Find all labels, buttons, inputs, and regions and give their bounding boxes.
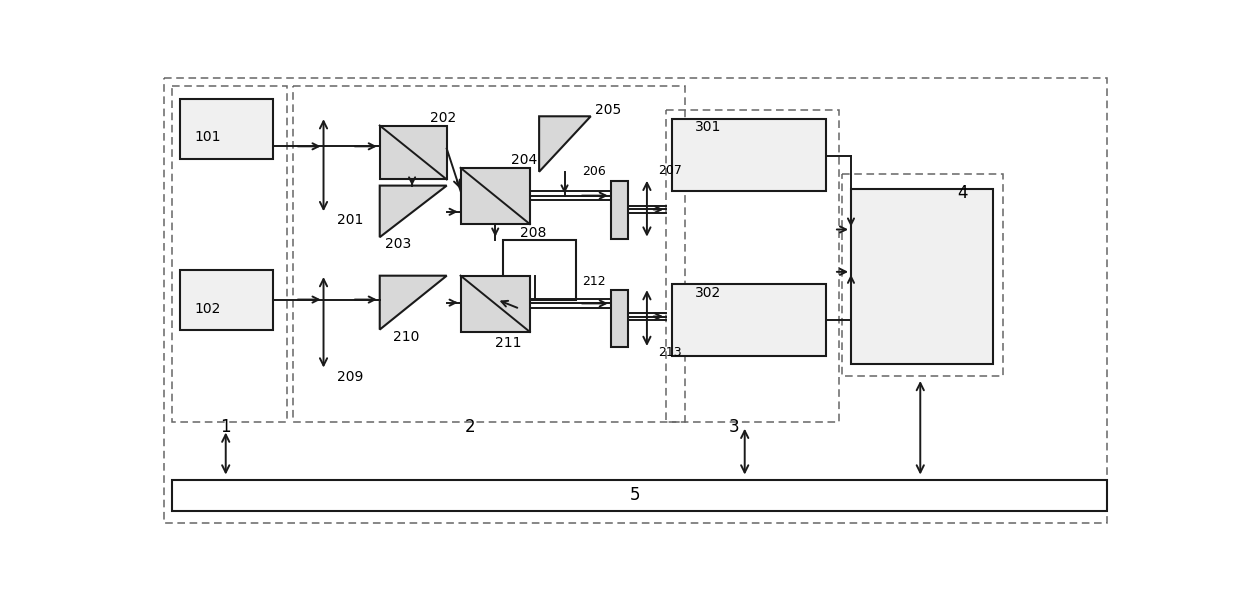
Text: 102: 102 [195, 302, 221, 316]
Polygon shape [379, 186, 447, 237]
Text: 211: 211 [496, 337, 522, 350]
Text: 202: 202 [430, 111, 456, 125]
Text: 1: 1 [221, 418, 230, 436]
Bar [172, 480, 1106, 510]
Text: 208: 208 [520, 226, 546, 241]
Bar [667, 110, 840, 422]
Bar [180, 270, 274, 330]
Text: 207: 207 [658, 164, 683, 177]
Polygon shape [539, 116, 591, 172]
Text: 4: 4 [958, 184, 968, 202]
Bar [180, 99, 274, 159]
Bar [503, 239, 576, 300]
Polygon shape [379, 276, 447, 330]
Bar [841, 174, 1004, 376]
Text: 212: 212 [582, 275, 606, 288]
Text: 210: 210 [393, 330, 419, 343]
Bar [172, 85, 287, 422]
Text: 101: 101 [195, 130, 221, 144]
Bar [611, 290, 628, 347]
Bar [611, 181, 628, 239]
Bar [379, 125, 447, 180]
Bar [292, 85, 685, 422]
Bar [461, 276, 530, 332]
Text: 205: 205 [595, 103, 621, 117]
Text: 201: 201 [337, 213, 363, 227]
Text: 213: 213 [658, 346, 683, 359]
Text: 302: 302 [695, 285, 721, 300]
Text: 5: 5 [631, 486, 641, 504]
Text: 3: 3 [729, 418, 740, 436]
Text: 301: 301 [695, 120, 722, 134]
Text: 209: 209 [337, 370, 363, 383]
Text: 204: 204 [510, 153, 536, 167]
Text: 206: 206 [582, 165, 606, 179]
Bar [461, 168, 530, 224]
Bar [673, 284, 826, 356]
Text: 203: 203 [385, 237, 411, 251]
Bar [673, 119, 826, 191]
Bar [851, 189, 994, 364]
Text: 2: 2 [465, 418, 475, 436]
